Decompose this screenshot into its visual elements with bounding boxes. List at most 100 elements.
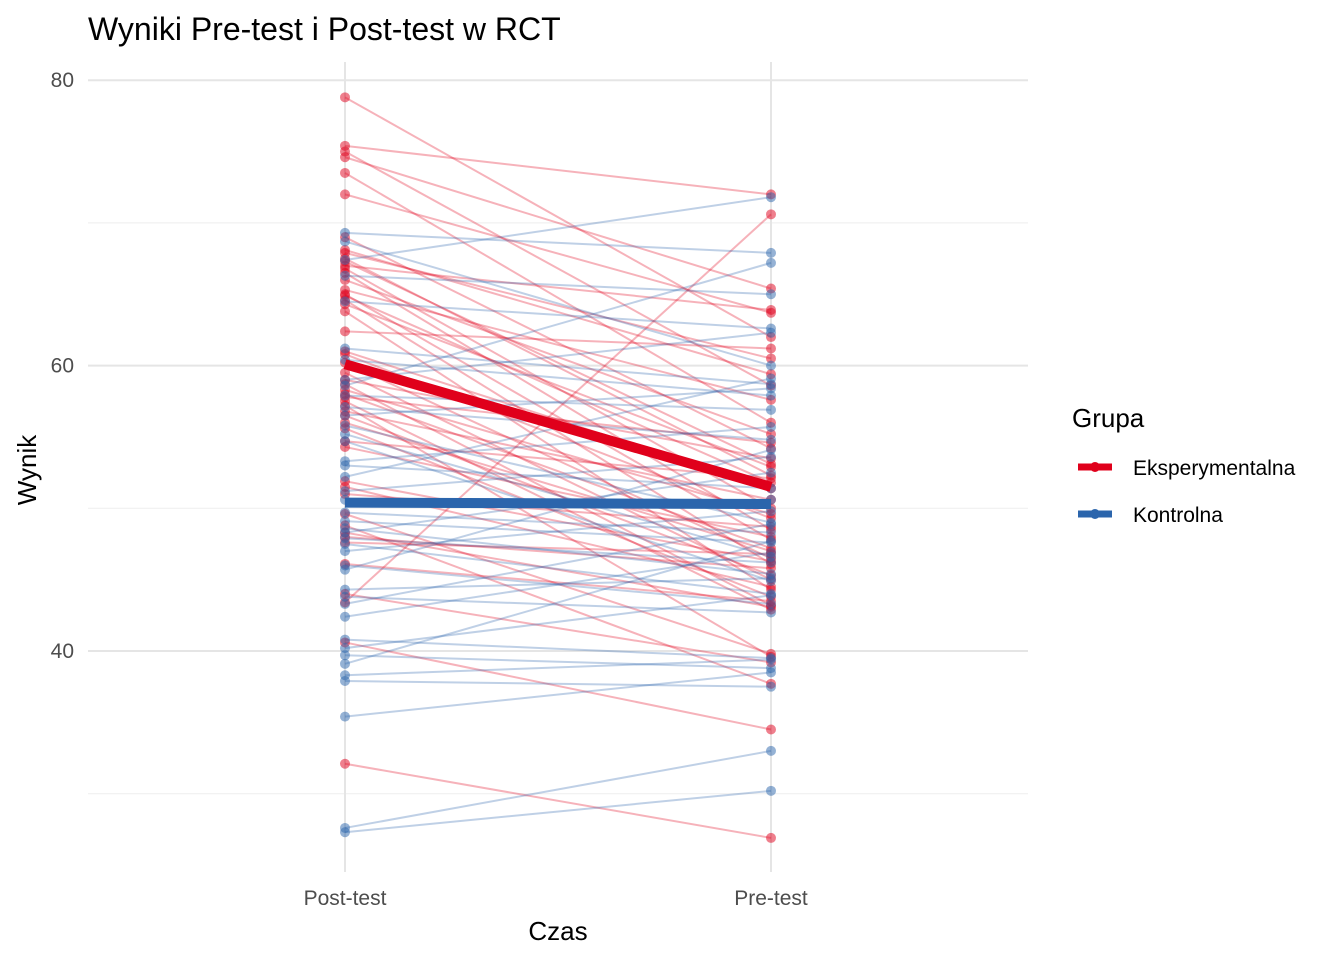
data-point [766, 353, 776, 364]
y-tick-label: 80 [51, 69, 74, 92]
data-point [766, 247, 776, 258]
data-point [340, 152, 350, 163]
data-point [340, 401, 350, 412]
pair-line [344, 361, 772, 560]
data-point [766, 518, 776, 529]
legend-label: Kontrolna [1133, 504, 1223, 527]
legend-title: Grupa [1072, 403, 1145, 433]
data-point [340, 236, 350, 247]
pair-line [344, 762, 772, 839]
pair-line [344, 527, 772, 575]
data-point [340, 598, 350, 609]
pair-line [344, 299, 772, 565]
pair-line [344, 440, 772, 583]
data-point [766, 327, 776, 338]
pair-line [344, 524, 772, 685]
pair-line [344, 537, 772, 564]
pair-line [344, 404, 772, 658]
pair-line [344, 394, 772, 411]
pair-line [344, 289, 772, 401]
pair-line [344, 535, 772, 570]
pair-line [344, 789, 772, 834]
pair-line [344, 383, 772, 607]
pair-line [344, 542, 772, 595]
pair-line [344, 540, 772, 665]
data-point [766, 421, 776, 432]
data-point [340, 591, 350, 602]
data-point [340, 92, 350, 103]
pair-line [344, 279, 772, 436]
pair-line [344, 156, 772, 290]
y-tick-label: 40 [51, 640, 74, 663]
data-point [340, 227, 350, 238]
pair-line [344, 274, 772, 296]
pair-line [344, 523, 772, 605]
data-point [766, 557, 776, 568]
data-point [340, 486, 350, 497]
legend-key-point [1090, 462, 1100, 472]
pair-line [344, 513, 772, 655]
individual-points [340, 92, 776, 843]
pair-line [344, 260, 772, 465]
mean-line [343, 359, 773, 492]
data-point [340, 380, 350, 391]
pair-line [344, 510, 772, 553]
data-point [340, 827, 350, 838]
pair-line [344, 150, 772, 387]
data-point [766, 667, 776, 678]
data-point [766, 192, 776, 203]
pair-line [344, 193, 772, 314]
pair-line [344, 347, 772, 386]
data-point [766, 390, 776, 401]
data-point [340, 255, 350, 266]
pair-line [344, 393, 772, 550]
pair-line [344, 679, 772, 688]
pair-line [344, 378, 772, 460]
pair-line [344, 531, 772, 608]
pair-line [344, 264, 772, 311]
data-point [766, 373, 776, 384]
data-point [766, 547, 776, 558]
pair-line [344, 414, 772, 577]
data-point [340, 658, 350, 669]
x-tick-label: Pre-test [734, 887, 808, 910]
data-point [340, 507, 350, 518]
pair-line [344, 172, 772, 424]
data-point [340, 564, 350, 575]
data-point [340, 270, 350, 281]
pair-line [344, 395, 772, 444]
data-point [766, 209, 776, 220]
data-point [340, 436, 350, 447]
pair-line [344, 564, 772, 605]
data-point [340, 390, 350, 401]
data-point [766, 573, 776, 584]
data-point [766, 607, 776, 618]
pair-line [344, 410, 772, 501]
x-axis-title: Czas [528, 916, 587, 946]
data-point [340, 471, 350, 482]
data-point [766, 383, 776, 394]
data-point [340, 758, 350, 769]
data-point [340, 634, 350, 645]
pair-line [344, 144, 772, 196]
pair-line [344, 388, 772, 515]
x-axis-ticks: Post-test Pre-test [304, 887, 808, 910]
pair-line [344, 480, 772, 563]
data-point [766, 654, 776, 665]
data-point [766, 304, 776, 315]
x-tick-label: Post-test [304, 887, 387, 910]
data-point [766, 590, 776, 601]
legend: Grupa Eksperymentalna Kontrolna [1072, 403, 1296, 527]
y-axis-title: Wynik [12, 434, 42, 506]
pair-line [344, 638, 772, 660]
data-point [766, 434, 776, 445]
pair-line [344, 257, 772, 477]
pair-line [344, 551, 772, 618]
data-point [766, 360, 776, 371]
pair-line [344, 249, 772, 376]
data-point [340, 420, 350, 431]
pair-line [344, 594, 772, 650]
data-point [766, 343, 776, 354]
pair-line [344, 300, 772, 330]
